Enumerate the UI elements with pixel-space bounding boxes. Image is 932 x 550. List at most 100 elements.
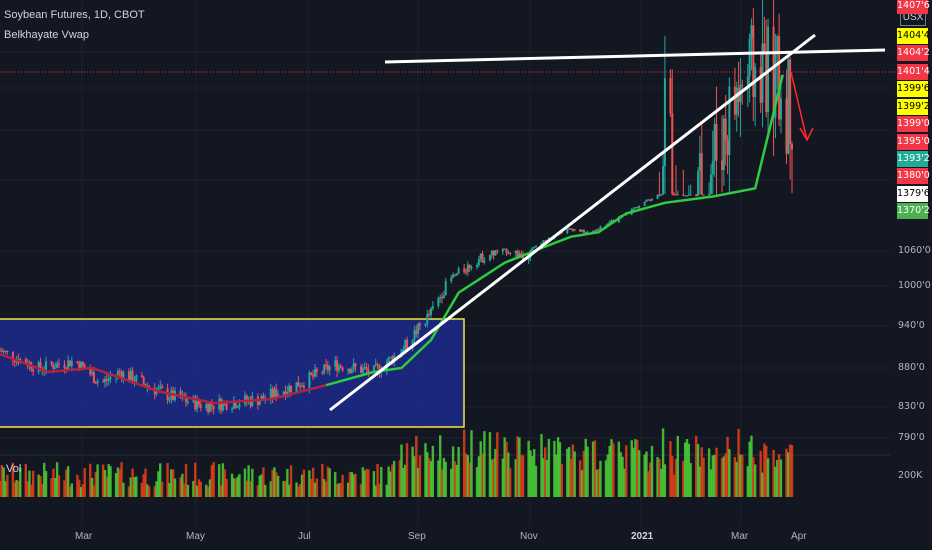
candle-body — [103, 378, 106, 383]
volume-bar — [400, 444, 403, 497]
candle-body — [321, 372, 324, 374]
candle-body — [157, 387, 160, 390]
price-tag: 1401'4 — [897, 64, 930, 80]
candle-body — [669, 77, 672, 114]
candle-body — [92, 372, 95, 383]
volume-bar — [645, 451, 648, 497]
candle-body — [185, 398, 188, 403]
candle-body — [660, 194, 663, 196]
volume-bar — [696, 444, 700, 497]
volume-bar — [378, 483, 381, 497]
candle-body — [212, 405, 215, 410]
candle-body — [301, 385, 304, 387]
candle-body — [507, 252, 510, 254]
volume-bar — [380, 466, 383, 497]
candle-body — [339, 365, 342, 368]
candle-body — [168, 398, 171, 401]
volume-bar — [341, 474, 344, 497]
candle-body — [411, 340, 414, 349]
volume-bar — [372, 471, 376, 497]
volume-bar — [404, 464, 407, 497]
candle-body — [597, 229, 600, 231]
candle-body — [360, 366, 363, 373]
volume-bar — [79, 486, 83, 497]
candle-body — [234, 401, 237, 408]
candle-body — [496, 250, 499, 252]
candle-body — [709, 174, 712, 194]
volume-bar — [6, 474, 9, 497]
volume-bar — [271, 469, 274, 497]
volume-bar — [508, 468, 512, 497]
volume-bar — [746, 466, 749, 497]
volume-bar — [761, 472, 764, 497]
candle-body — [378, 365, 381, 373]
candle-body — [232, 401, 235, 409]
volume-bar — [146, 484, 149, 497]
volume-label[interactable]: Vol — [6, 463, 22, 475]
price-tag: 1399'2 — [897, 99, 930, 115]
volume-bar — [617, 441, 621, 497]
volume-bar — [376, 464, 379, 497]
candle-body — [735, 87, 738, 115]
candle-body — [91, 372, 94, 375]
candle-body — [325, 364, 328, 366]
time-axis-label: Mar — [75, 531, 93, 542]
volume-bar — [89, 463, 92, 497]
candle-body — [313, 368, 316, 377]
volume-bar — [245, 480, 249, 497]
volume-bar — [663, 464, 667, 497]
candle-body — [579, 229, 582, 232]
candle-body — [477, 259, 480, 265]
candle-body — [697, 171, 700, 196]
volume-bar — [776, 460, 779, 497]
volume-bar — [120, 462, 123, 497]
volume-bar — [424, 443, 427, 497]
volume-bar — [223, 469, 226, 497]
volume-bar — [142, 474, 145, 497]
volume-bar — [225, 478, 228, 497]
volume-bar — [634, 439, 637, 497]
volume-bar — [514, 459, 517, 497]
candle-body — [210, 403, 213, 406]
volume-bar — [0, 465, 4, 497]
volume-bar — [243, 468, 247, 497]
candle-body — [105, 378, 108, 381]
volume-bar — [560, 464, 563, 497]
volume-bar — [787, 452, 790, 497]
volume-bar — [92, 485, 96, 497]
volume-bar — [335, 484, 339, 497]
candle-body — [63, 364, 66, 368]
candle-body — [290, 385, 293, 392]
volume-bar — [713, 454, 716, 497]
indicator-label[interactable]: Belkhayate Vwap — [4, 29, 89, 41]
candle-body — [302, 385, 305, 388]
volume-bar — [505, 441, 508, 497]
candle-body — [468, 264, 471, 269]
price-tag: 1404'2 — [897, 45, 930, 61]
volume-bar — [676, 436, 680, 497]
candle-body — [584, 232, 587, 234]
volume-bar — [389, 471, 392, 497]
volume-bar — [144, 468, 147, 497]
candle-body — [179, 390, 182, 399]
volume-bar — [234, 478, 237, 497]
candle-body — [711, 160, 714, 175]
price-axis-label: 940'0 — [898, 320, 925, 331]
volume-bar — [57, 475, 61, 497]
candle-body — [636, 207, 639, 209]
candle-body — [367, 369, 370, 373]
candle-body — [676, 194, 679, 196]
candle-body — [520, 253, 523, 256]
price-axis-label: 1060'0 — [898, 245, 931, 256]
candle-body — [348, 368, 351, 374]
volume-bar — [398, 460, 401, 497]
candle-body — [726, 140, 729, 155]
time-axis-label: 2021 — [631, 531, 654, 542]
time-axis-label: Mar — [731, 531, 749, 542]
volume-bar — [78, 479, 81, 497]
volume-bar — [636, 439, 639, 497]
volume-bar — [217, 464, 221, 497]
volume-bar — [50, 478, 53, 497]
volume-bar — [392, 460, 396, 497]
